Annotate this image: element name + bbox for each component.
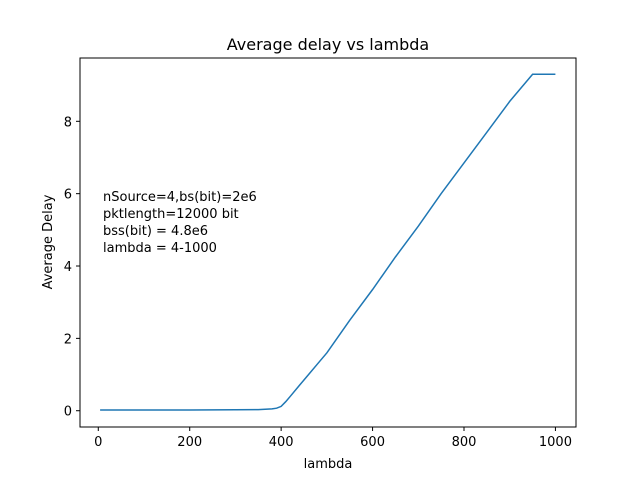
y-tick-label: 6 xyxy=(64,188,72,203)
y-tick-label: 8 xyxy=(64,115,72,130)
x-tick-label: 800 xyxy=(452,435,477,450)
annotation-line: nSource=4,bs(bit)=2e6 xyxy=(103,190,257,205)
x-tick-label: 400 xyxy=(269,435,294,450)
series-line xyxy=(100,73,556,411)
x-tick-label: 0 xyxy=(94,435,102,450)
x-tick-label: 600 xyxy=(360,435,385,450)
y-tick-label: 4 xyxy=(64,260,72,275)
parameter-annotation: nSource=4,bs(bit)=2e6 pktlength=12000 bi… xyxy=(103,190,257,256)
annotation-line: bss(bit) = 4.8e6 xyxy=(103,224,208,239)
x-axis-label: lambda xyxy=(304,457,353,472)
annotation-line: lambda = 4-1000 xyxy=(103,241,217,256)
plot-frame xyxy=(79,57,577,428)
chart-title: Average delay vs lambda xyxy=(227,35,429,54)
annotation-line: pktlength=12000 bit xyxy=(103,207,239,222)
x-tick-label: 1000 xyxy=(539,435,572,450)
y-axis: 0 2 4 6 8 xyxy=(64,115,80,420)
x-axis: 0 200 400 600 800 1000 xyxy=(94,427,572,450)
x-tick-label: 200 xyxy=(177,435,202,450)
y-tick-label: 2 xyxy=(64,332,72,347)
y-tick-label: 0 xyxy=(64,405,72,420)
y-axis-label: Average Delay xyxy=(41,194,56,289)
